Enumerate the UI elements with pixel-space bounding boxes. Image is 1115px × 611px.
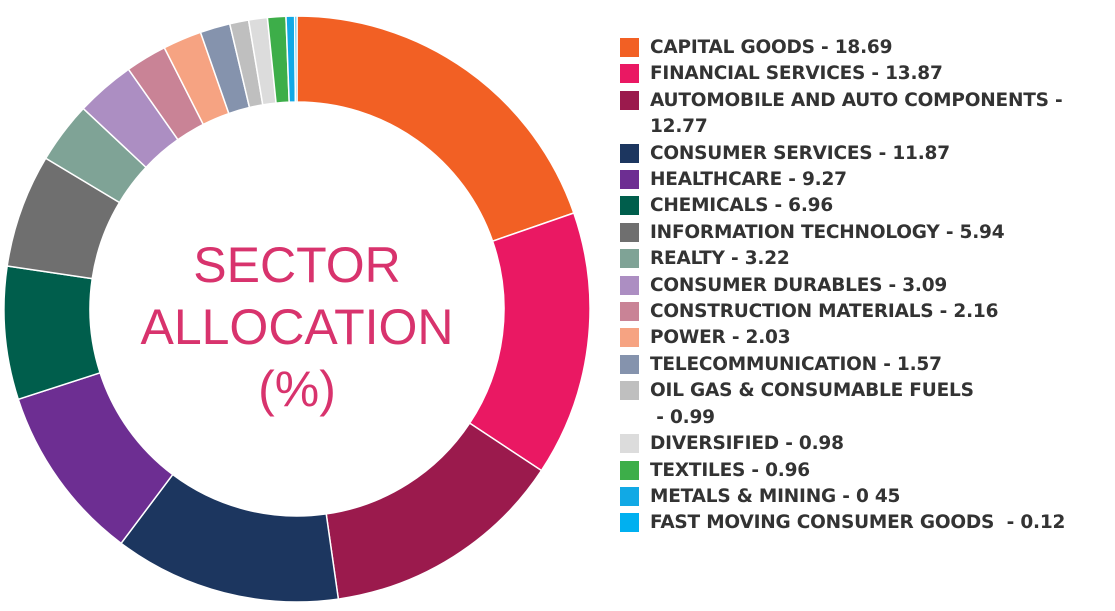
legend-swatch [620,328,639,348]
center-label-line-3: (%) [258,361,336,417]
legend-item: METALS & MINING - 0 45 [620,484,1110,510]
legend-label: INFORMATION TECHNOLOGY - 5.94 [650,221,1005,243]
legend-label: AUTOMOBILE AND AUTO COMPONENTS - [650,89,1063,111]
legend-swatch [620,90,639,110]
legend-label: REALTY - 3.22 [650,248,790,270]
legend-swatch [620,143,639,163]
legend-item: DIVERSIFIED - 0.98 [620,431,1110,457]
legend-swatch [620,196,639,216]
legend-swatch [620,434,639,454]
legend-item: CAPITAL GOODS - 18.69 [620,35,1110,61]
legend-label: POWER - 2.03 [650,327,791,349]
legend-swatch [620,381,639,401]
center-label-line-1: SECTOR [193,237,401,293]
legend-label: TEXTILES - 0.96 [650,459,810,481]
legend-swatch [620,302,639,322]
legend-label: CONSUMER DURABLES - 3.09 [650,274,948,296]
legend-label: CONSUMER SERVICES - 11.87 [650,142,950,164]
legend-label: TELECOMMUNICATION - 1.57 [650,353,942,375]
legend-label: CONSTRUCTION MATERIALS - 2.16 [650,301,999,323]
legend-item: INFORMATION TECHNOLOGY - 5.94 [620,220,1110,246]
legend-swatch [620,460,639,480]
legend-swatch [620,64,639,84]
legend-label: OIL GAS & CONSUMABLE FUELS [650,380,974,402]
legend-label: DIVERSIFIED - 0.98 [650,433,844,455]
legend: CAPITAL GOODS - 18.69 FINANCIAL SERVICES … [620,35,1110,537]
pie-slice-16 [293,15,298,103]
legend-item: AUTOMOBILE AND AUTO COMPONENTS - 12.77 [620,88,1110,141]
legend-label: - 0.99 [650,406,715,428]
legend-item: POWER - 2.03 [620,325,1110,351]
pie-slice-0 [296,15,575,243]
legend-swatch [620,513,639,533]
legend-item: HEALTHCARE - 9.27 [620,167,1110,193]
legend-label: HEALTHCARE - 9.27 [650,169,847,191]
legend-label: CAPITAL GOODS - 18.69 [650,37,893,58]
legend-item: CONSTRUCTION MATERIALS - 2.16 [620,299,1110,325]
legend-swatch [620,354,639,374]
legend-item: CONSUMER SERVICES - 11.87 [620,141,1110,167]
legend-swatch [620,249,639,269]
center-label-line-2: ALLOCATION [140,299,454,355]
legend-label: 12.77 [650,116,708,138]
legend-swatch [620,275,639,295]
legend-label: FINANCIAL SERVICES - 13.87 [650,63,943,85]
legend-item: OIL GAS & CONSUMABLE FUELS - 0.99 [620,378,1110,431]
legend-item: CONSUMER DURABLES - 3.09 [620,273,1110,299]
legend-item: TELECOMMUNICATION - 1.57 [620,352,1110,378]
legend-label: FAST MOVING CONSUMER GOODS - 0.12 [650,512,1066,534]
legend-item: TEXTILES - 0.96 [620,458,1110,484]
legend-item: FINANCIAL SERVICES - 13.87 [620,61,1110,87]
legend-label: CHEMICALS - 6.96 [650,195,834,217]
pie-slice-2 [325,422,543,600]
legend-swatch [620,38,639,57]
legend-item: FAST MOVING CONSUMER GOODS - 0.12 [620,510,1110,536]
legend-label: METALS & MINING - 0 45 [650,485,901,507]
legend-item: REALTY - 3.22 [620,246,1110,272]
legend-swatch [620,170,639,190]
legend-item: CHEMICALS - 6.96 [620,193,1110,219]
legend-swatch [620,486,639,506]
legend-swatch [620,222,639,242]
